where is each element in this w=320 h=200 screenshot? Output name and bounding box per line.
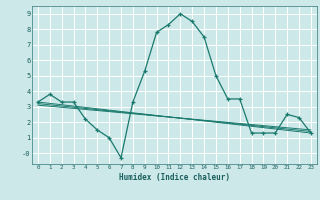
X-axis label: Humidex (Indice chaleur): Humidex (Indice chaleur) xyxy=(119,173,230,182)
